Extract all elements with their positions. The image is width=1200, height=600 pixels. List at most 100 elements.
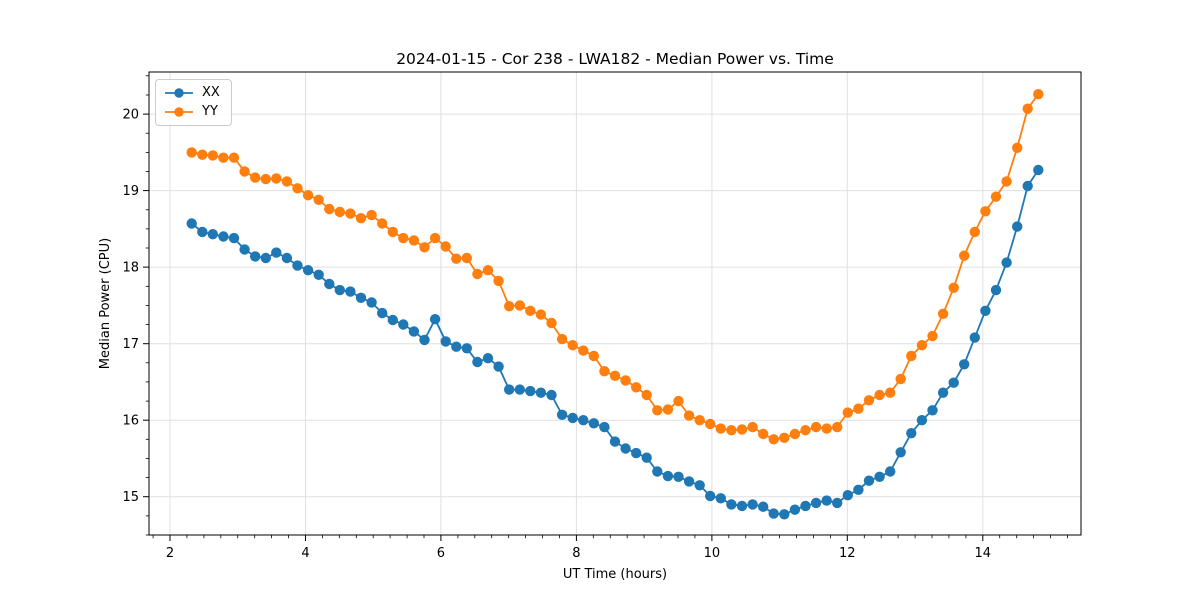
xx-data-point: [620, 443, 631, 454]
yy-data-point: [387, 226, 398, 238]
xx-data-point: [504, 384, 515, 395]
yy-data-point: [842, 407, 853, 418]
yy-data-point: [207, 150, 218, 161]
y-tick-label: 18: [122, 261, 139, 276]
xx-data-point: [207, 229, 218, 240]
xx-data-point: [546, 389, 557, 401]
yy-data-point: [514, 300, 525, 311]
xx-data-point: [472, 356, 483, 368]
yy-data-point: [493, 275, 504, 287]
yy-data-point: [588, 350, 599, 362]
xx-data-point: [260, 252, 271, 264]
xx-data-point: [980, 305, 991, 316]
xx-data-point: [218, 231, 229, 242]
yy-data-point: [260, 173, 271, 185]
yy-data-point: [313, 194, 324, 205]
y-axis-label: Median Power (CPU): [98, 238, 113, 369]
xx-data-point: [631, 447, 642, 459]
xx-data-point: [387, 314, 398, 326]
yy-data-point: [440, 241, 451, 252]
xx-data-point: [715, 493, 726, 504]
xx-data-point: [821, 495, 832, 506]
yy-data-point: [419, 242, 430, 253]
xx-data-point: [186, 218, 197, 229]
yy-data-point: [609, 370, 621, 381]
yy-data-point: [906, 350, 917, 362]
y-tick-label: 17: [122, 337, 139, 352]
xx-data-point: [863, 475, 875, 486]
xx-data-point: [853, 484, 864, 495]
yy-data-point: [408, 235, 420, 246]
yy-data-point: [250, 172, 261, 183]
yy-data-point: [281, 176, 293, 187]
yy-data-point: [652, 405, 663, 416]
yy-data-point: [556, 333, 568, 345]
yy-data-point: [472, 268, 483, 280]
xx-data-point: [355, 292, 367, 303]
xx-data-point: [588, 418, 599, 429]
y-tick-label: 15: [122, 490, 139, 505]
xx-data-point: [652, 466, 663, 477]
xx-data-point: [482, 353, 494, 364]
legend-label-yy: YY: [202, 104, 218, 119]
x-tick-label: 2: [166, 546, 174, 561]
yy-data-point: [927, 330, 938, 342]
xx-data-point: [408, 326, 420, 337]
yy-data-point: [567, 340, 578, 351]
xx-data-point: [810, 497, 822, 509]
yy-data-point: [366, 209, 377, 221]
yy-data-point: [1033, 89, 1044, 100]
yy-data-point: [377, 218, 388, 229]
yy-data-point: [271, 173, 282, 184]
xx-data-point: [948, 377, 959, 388]
x-tick-label: 12: [839, 546, 856, 561]
xx-data-point: [1033, 164, 1044, 176]
xx-data-point: [969, 332, 980, 343]
xx-data-point: [228, 232, 240, 244]
xx-data-point: [398, 319, 409, 330]
xx-data-point: [493, 361, 504, 372]
x-tick-label: 14: [975, 546, 992, 561]
xx-data-point: [662, 470, 674, 482]
y-tick-label: 16: [122, 414, 139, 429]
xx-data-point: [514, 384, 525, 395]
xx-data-point: [916, 415, 928, 426]
xx-data-point: [736, 500, 748, 512]
xx-data-point: [1022, 180, 1033, 192]
xx-data-point: [705, 490, 716, 502]
yy-data-point: [461, 252, 472, 264]
xx-series-line: [191, 169, 1040, 516]
xx-data-point: [302, 265, 314, 276]
yy-data-point: [218, 152, 229, 163]
yy-data-point: [832, 421, 843, 433]
yy-data-point: [959, 250, 970, 261]
xx-data-point: [779, 509, 790, 520]
xx-data-point: [324, 278, 335, 290]
yy-data-point: [937, 308, 949, 319]
yy-data-point: [546, 317, 557, 329]
xx-data-point: [461, 343, 472, 354]
yy-data-point: [504, 301, 515, 312]
yy-data-point: [715, 423, 726, 434]
yy-data-point: [853, 403, 864, 414]
yy-data-point: [874, 389, 885, 401]
yy-data-point: [1022, 103, 1033, 114]
yy-data-point: [292, 183, 303, 194]
yy-data-point: [821, 423, 832, 434]
legend-item-xx: XX: [164, 85, 220, 101]
yy-data-point: [324, 203, 335, 215]
xx-data-point: [535, 387, 547, 398]
xx-data-point: [281, 252, 293, 264]
yy-data-point: [800, 425, 811, 436]
yy-data-point: [186, 147, 197, 158]
x-tick-label: 10: [704, 546, 721, 561]
xx-data-point: [885, 466, 896, 477]
yy-data-point: [895, 373, 906, 385]
yy-data-point: [758, 428, 769, 440]
xx-data-point: [768, 508, 779, 519]
yy-data-point: [1012, 142, 1023, 153]
yy-data-point: [355, 213, 367, 224]
x-axis-label: UT Time (hours): [563, 567, 667, 582]
